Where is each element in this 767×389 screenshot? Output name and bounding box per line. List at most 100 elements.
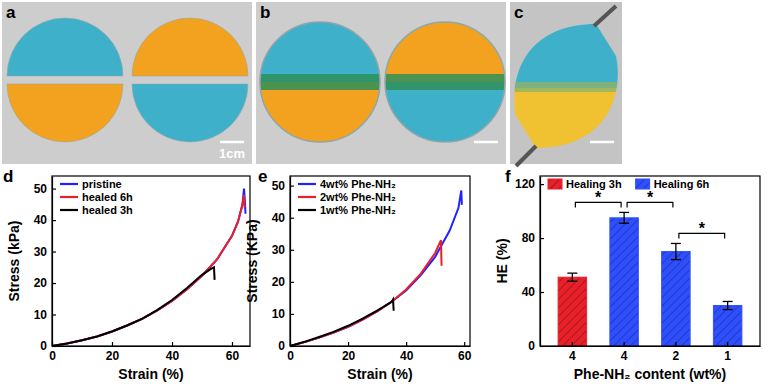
tick-mark [290,250,294,251]
tick-label: 80 [522,231,536,245]
gel-half [385,22,505,82]
x-axis-title: Strain (%) [347,366,412,382]
legend-swatch [60,209,78,211]
tick-mark [290,314,294,315]
error-bar-stem [572,273,573,281]
tick-label: 0 [528,339,535,353]
gel-half [385,82,505,142]
tick: 2 [673,342,680,363]
gel-half [260,82,380,142]
photo-panel: c [496,2,636,166]
error-bar-cap [567,272,577,273]
tick-label: 20 [342,349,356,363]
tick: 20 [272,275,294,289]
tick-label: 0 [49,349,56,363]
photo-background [2,2,252,164]
x-axis: 0204060 [287,342,472,363]
gel-edge [385,22,505,142]
legend-label: 2wt% Phe-NH₂ [320,191,396,203]
error-bar-stem [675,243,676,259]
significance: *** [575,189,724,238]
tweezer [516,146,536,166]
y-axis: 01020304050 [272,177,294,354]
gel [260,22,380,142]
tick-label: 1 [724,349,731,363]
data-line [290,240,442,346]
tick-mark [727,342,728,346]
bar [662,252,690,346]
tick: 80 [522,231,544,245]
error-bar [567,273,577,281]
gel-half [496,16,636,88]
tick: 40 [166,342,180,363]
tick-mark [675,342,676,346]
legend-swatch [548,179,562,189]
tick: 20 [34,276,56,290]
tweezer [594,6,616,26]
tick-label: 30 [272,243,286,257]
tick-mark [112,342,113,346]
error-bar [723,301,733,309]
gel-edge [260,22,380,142]
tick: 40 [34,213,56,227]
gel-half [132,84,248,142]
tick-label: 0 [287,349,294,363]
y-axis: 01020304050 [34,177,56,354]
tick-mark [290,218,294,219]
x-axis-title: Strain (%) [118,366,183,382]
tick-mark [348,342,349,346]
legend-swatch [60,196,78,198]
legend: 4wt% Phe-NH₂2wt% Phe-NH₂1wt% Phe-NH₂ [298,178,396,216]
legend-label: healed 6h [82,191,133,203]
panel-label: b [260,3,270,22]
y-axis-title: HE (%) [494,238,510,283]
tick-mark [172,342,173,346]
legend-label: 4wt% Phe-NH₂ [320,178,396,190]
tick-label: 4 [569,349,576,363]
tick: 4 [621,342,628,363]
healed-interface [496,82,636,92]
data-line [52,189,246,346]
panel-label: d [3,167,13,186]
scale-bar [474,141,498,144]
legend-label: Healing 3h [566,178,622,190]
tick-mark [464,342,465,346]
legend-label: Healing 6h [654,178,710,190]
tick-label: 4 [621,349,628,363]
tick-label: 120 [515,177,535,191]
legend-swatch [298,183,316,185]
tick: 50 [34,182,56,196]
y-axis-title: Stress (KPa) [244,219,260,302]
error-bar-cap [671,259,681,260]
gel-half [7,18,123,76]
scale-bar [590,141,614,144]
chart: 442104080120***Phe-NH₂ content (wt%)HE (… [494,167,761,382]
photo-panel: b [256,2,506,164]
y-axis-title: Stress (kPa) [6,221,22,302]
legend-label: healed 3h [82,204,133,216]
chart: 020406001020304050Strain (%)Stress (KPa)… [244,167,472,382]
error-bar-cap [619,212,629,213]
tick: 4 [569,342,576,363]
legend: Healing 3h Healing 6h [548,178,710,190]
tick-label: 10 [34,308,48,322]
tick-mark [572,342,573,346]
data-line [52,267,215,346]
tick: 30 [34,245,56,259]
x-axis: 4 4 2 1 [541,342,761,363]
error-bar-cap [723,301,733,302]
tick-label: 30 [34,245,48,259]
tick: 10 [272,307,294,321]
tick: 40 [522,285,544,299]
plot-area [290,190,462,346]
gel-half [260,22,380,82]
tick-label: 0 [278,339,285,353]
legend-label: pristine [82,178,122,190]
tick-label: 20 [106,349,120,363]
tick: 50 [272,179,294,193]
legend-swatch [636,179,650,189]
tick: 20 [342,342,356,363]
data-line [290,190,462,346]
error-bar-cap [723,309,733,310]
error-bar-cap [671,243,681,244]
